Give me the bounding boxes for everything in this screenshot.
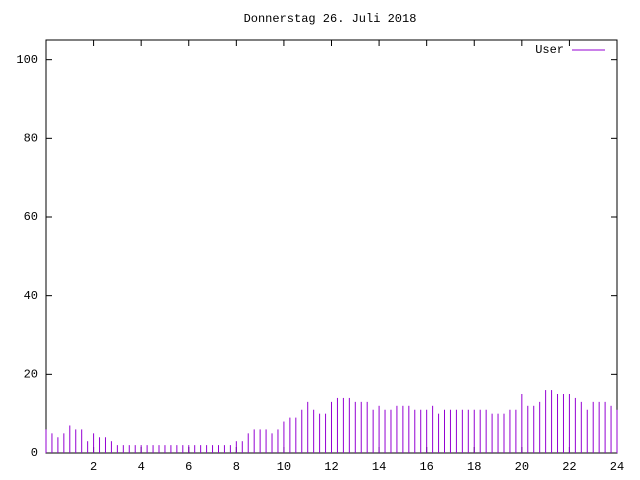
x-tick-label: 14 <box>372 460 386 474</box>
y-tick-label: 100 <box>16 53 38 67</box>
y-tick-label: 80 <box>24 132 38 146</box>
x-tick-label: 4 <box>138 460 145 474</box>
y-tick-label: 20 <box>24 368 38 382</box>
x-tick-label: 18 <box>467 460 481 474</box>
chart-title: Donnerstag 26. Juli 2018 <box>244 12 417 26</box>
x-tick-label: 20 <box>515 460 529 474</box>
x-tick-label: 24 <box>610 460 624 474</box>
plot-frame <box>45 39 618 454</box>
x-tick-label: 10 <box>277 460 291 474</box>
y-tick-label: 40 <box>24 289 38 303</box>
x-tick-label: 16 <box>419 460 433 474</box>
x-tick-label: 12 <box>324 460 338 474</box>
x-tick-label: 22 <box>562 460 576 474</box>
x-tick-label: 6 <box>185 460 192 474</box>
x-tick-label: 2 <box>90 460 97 474</box>
y-tick-label: 60 <box>24 210 38 224</box>
legend-label: User <box>535 43 564 57</box>
y-tick-label: 0 <box>31 446 38 460</box>
x-tick-label: 8 <box>233 460 240 474</box>
